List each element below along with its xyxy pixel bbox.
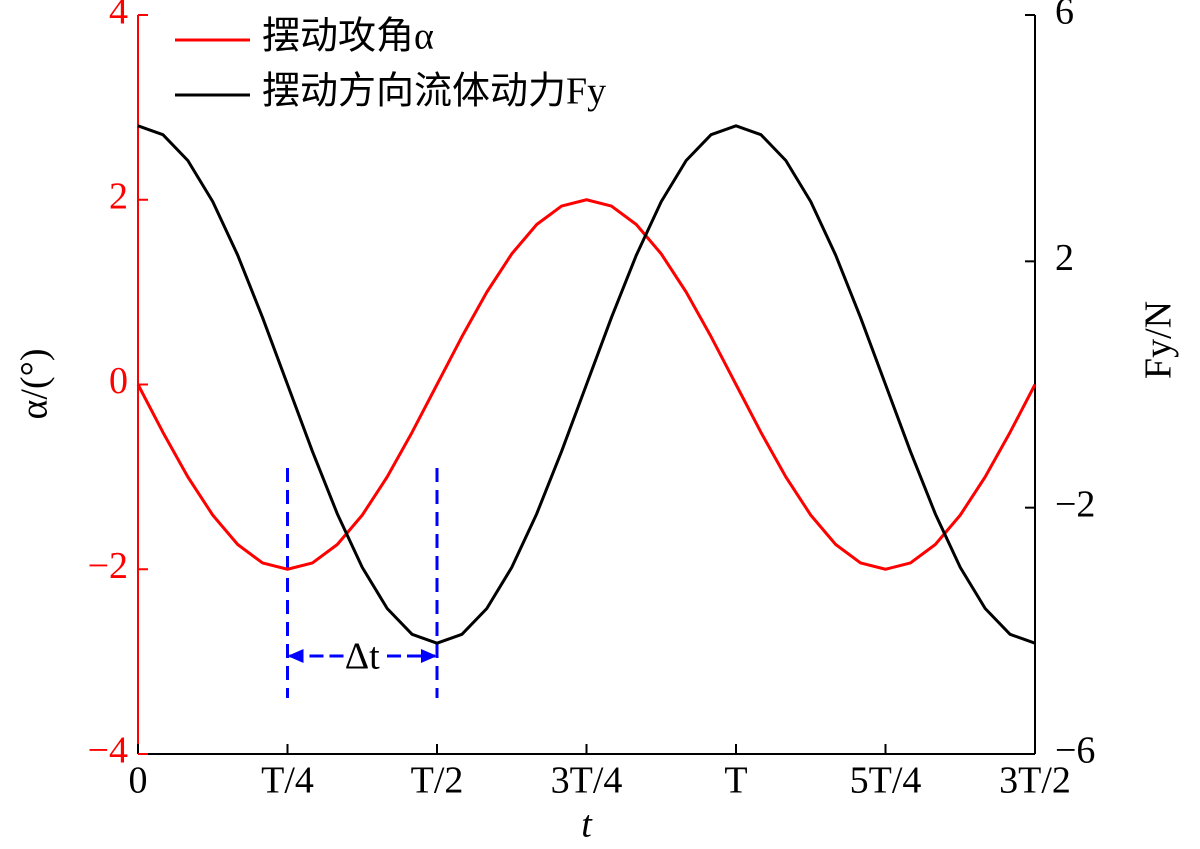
x-tick-label: 3T/2 (999, 760, 1071, 802)
x-tick-label: 3T/4 (551, 760, 623, 802)
annotation: Δt (345, 636, 380, 678)
y2-tick-label: −6 (1055, 730, 1095, 772)
arrow-head (421, 649, 437, 663)
y-tick-label: −4 (88, 730, 128, 772)
x-tick-label: 5T/4 (850, 760, 922, 802)
x-tick-label: T/4 (261, 760, 314, 802)
y-tick-label: 4 (109, 0, 128, 33)
y-axis-label: α/(°) (14, 349, 56, 420)
y-tick-label: −2 (88, 545, 128, 587)
y2-tick-label: 2 (1055, 237, 1074, 279)
y2-axis-label: Fy/N (1138, 301, 1180, 379)
x-axis-label: t (581, 804, 593, 846)
data-line (136, 198, 1037, 571)
x-tick-label: T (724, 760, 747, 802)
legend-label: 摆动攻角α (262, 16, 434, 58)
legend-label: 摆动方向流体动力Fy (262, 71, 606, 113)
arrow-head (287, 649, 304, 663)
x-tick-label: 0 (129, 760, 148, 802)
y2-tick-label: −2 (1055, 483, 1095, 525)
y-tick-label: 2 (109, 175, 128, 217)
y-tick-label: 0 (109, 360, 128, 402)
x-tick-label: T/2 (411, 760, 464, 802)
data-line (137, 124, 1036, 645)
y2-tick-label: 6 (1055, 0, 1074, 33)
